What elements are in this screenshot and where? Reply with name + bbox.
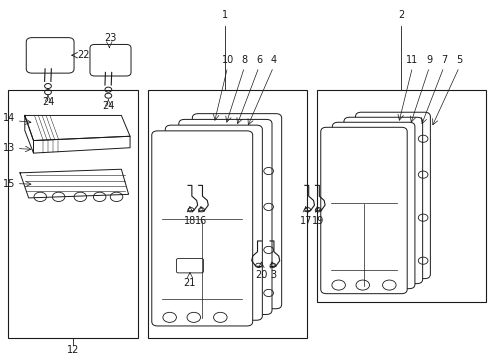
Text: 16: 16 [195, 216, 207, 226]
FancyBboxPatch shape [320, 127, 407, 294]
Text: 23: 23 [104, 33, 117, 43]
Text: 9: 9 [426, 55, 431, 65]
FancyBboxPatch shape [179, 120, 271, 315]
Polygon shape [33, 136, 130, 153]
Text: 17: 17 [299, 216, 311, 226]
Text: 7: 7 [440, 55, 446, 65]
Text: 3: 3 [269, 270, 275, 280]
Bar [8, 90, 138, 338]
Polygon shape [25, 116, 33, 153]
FancyBboxPatch shape [90, 44, 131, 76]
FancyBboxPatch shape [332, 122, 414, 289]
Text: 2: 2 [397, 10, 404, 20]
Text: 1: 1 [222, 10, 228, 20]
Text: 6: 6 [255, 55, 262, 65]
FancyBboxPatch shape [192, 114, 281, 309]
FancyBboxPatch shape [165, 125, 262, 320]
Bar [147, 90, 306, 338]
FancyBboxPatch shape [26, 38, 74, 73]
Text: 4: 4 [270, 55, 276, 65]
Text: 19: 19 [312, 216, 324, 226]
Text: 24: 24 [41, 97, 54, 107]
Bar [316, 90, 485, 302]
Text: 22: 22 [77, 50, 89, 60]
FancyBboxPatch shape [151, 131, 252, 326]
Polygon shape [25, 116, 130, 140]
Text: 13: 13 [3, 143, 15, 153]
Text: 12: 12 [67, 345, 79, 355]
Text: 11: 11 [406, 55, 418, 65]
FancyBboxPatch shape [176, 258, 203, 273]
FancyBboxPatch shape [343, 117, 422, 284]
Polygon shape [20, 169, 128, 198]
Text: 14: 14 [3, 113, 15, 123]
Text: 10: 10 [221, 55, 233, 65]
Text: 18: 18 [183, 216, 196, 226]
Text: 21: 21 [183, 278, 196, 288]
Text: 15: 15 [3, 179, 15, 189]
Text: 5: 5 [455, 55, 462, 65]
Text: 24: 24 [102, 102, 114, 112]
FancyBboxPatch shape [355, 112, 429, 279]
Text: 8: 8 [241, 55, 247, 65]
Text: 20: 20 [255, 270, 267, 280]
